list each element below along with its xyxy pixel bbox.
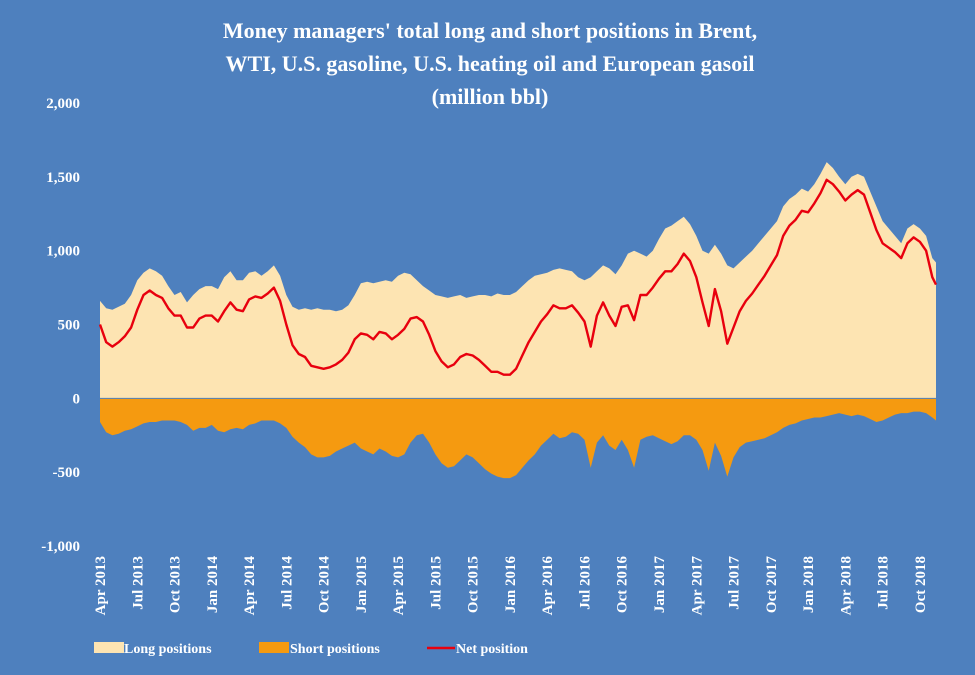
legend-label-short: Short positions [290,642,380,657]
x-tick-label: Apr 2014 [242,556,258,616]
chart-title-line-1: Money managers' total long and short pos… [223,18,757,43]
legend-label-net: Net position [456,642,528,657]
x-tick-label: Oct 2015 [466,556,482,613]
net-position-line [98,178,938,376]
chart-title: Money managers' total long and short pos… [223,18,757,109]
legend-item-short: Short positions [259,642,380,657]
chart-title-line-3: (million bbl) [432,84,549,109]
legend: Long positions Short positions Net posit… [94,642,528,657]
legend-swatch-short [259,642,289,653]
y-tick-label: 1,000 [46,244,80,260]
x-tick-label: Jan 2015 [354,556,370,613]
y-tick-label: 0 [73,391,81,407]
y-tick-label: -500 [53,465,81,481]
x-tick-label: Jul 2018 [876,556,892,610]
x-tick-label: Jul 2013 [130,556,146,610]
x-tick-label: Jan 2016 [503,556,519,614]
x-tick-label: Oct 2017 [764,556,780,614]
legend-item-net: Net position [427,642,528,657]
legend-swatch-long [94,642,124,653]
x-axis: Apr 2013 Jul 2013 Oct 2013 Jan 2014 Apr 2014… [93,397,936,616]
legend-item-long: Long positions [94,642,212,657]
y-tick-label: 1,500 [46,170,80,186]
x-tick-label: Jul 2017 [727,556,743,610]
x-tick-label: Oct 2014 [317,556,333,614]
x-tick-label: Jul 2016 [577,556,593,610]
short-positions-area [100,398,936,479]
x-tick-label: Apr 2017 [689,556,705,616]
x-tick-label: Oct 2018 [913,556,929,613]
plot-area [98,162,938,479]
y-tick-label: -1,000 [41,539,80,555]
x-tick-label: Oct 2013 [168,556,184,613]
x-tick-label: Jul 2014 [279,556,295,610]
x-tick-label: Jan 2018 [801,556,817,613]
chart-title-line-2: WTI, U.S. gasoline, U.S. heating oil and… [226,51,755,76]
y-tick-label: 500 [58,318,81,334]
y-axis: 2,000 1,500 1,000 500 0 -500 -1,000 [41,96,80,555]
x-tick-label: Apr 2015 [391,556,407,615]
x-tick-label: Apr 2018 [838,556,854,615]
x-tick-label: Jan 2017 [652,556,668,614]
legend-label-long: Long positions [124,642,212,657]
x-tick-label: Jan 2014 [205,556,221,614]
y-tick-label: 2,000 [46,96,80,112]
x-tick-label: Oct 2016 [615,556,631,614]
x-tick-label: Apr 2013 [93,556,109,615]
x-tick-label: Apr 2016 [540,556,556,616]
x-tick-label: Jul 2015 [428,556,444,610]
